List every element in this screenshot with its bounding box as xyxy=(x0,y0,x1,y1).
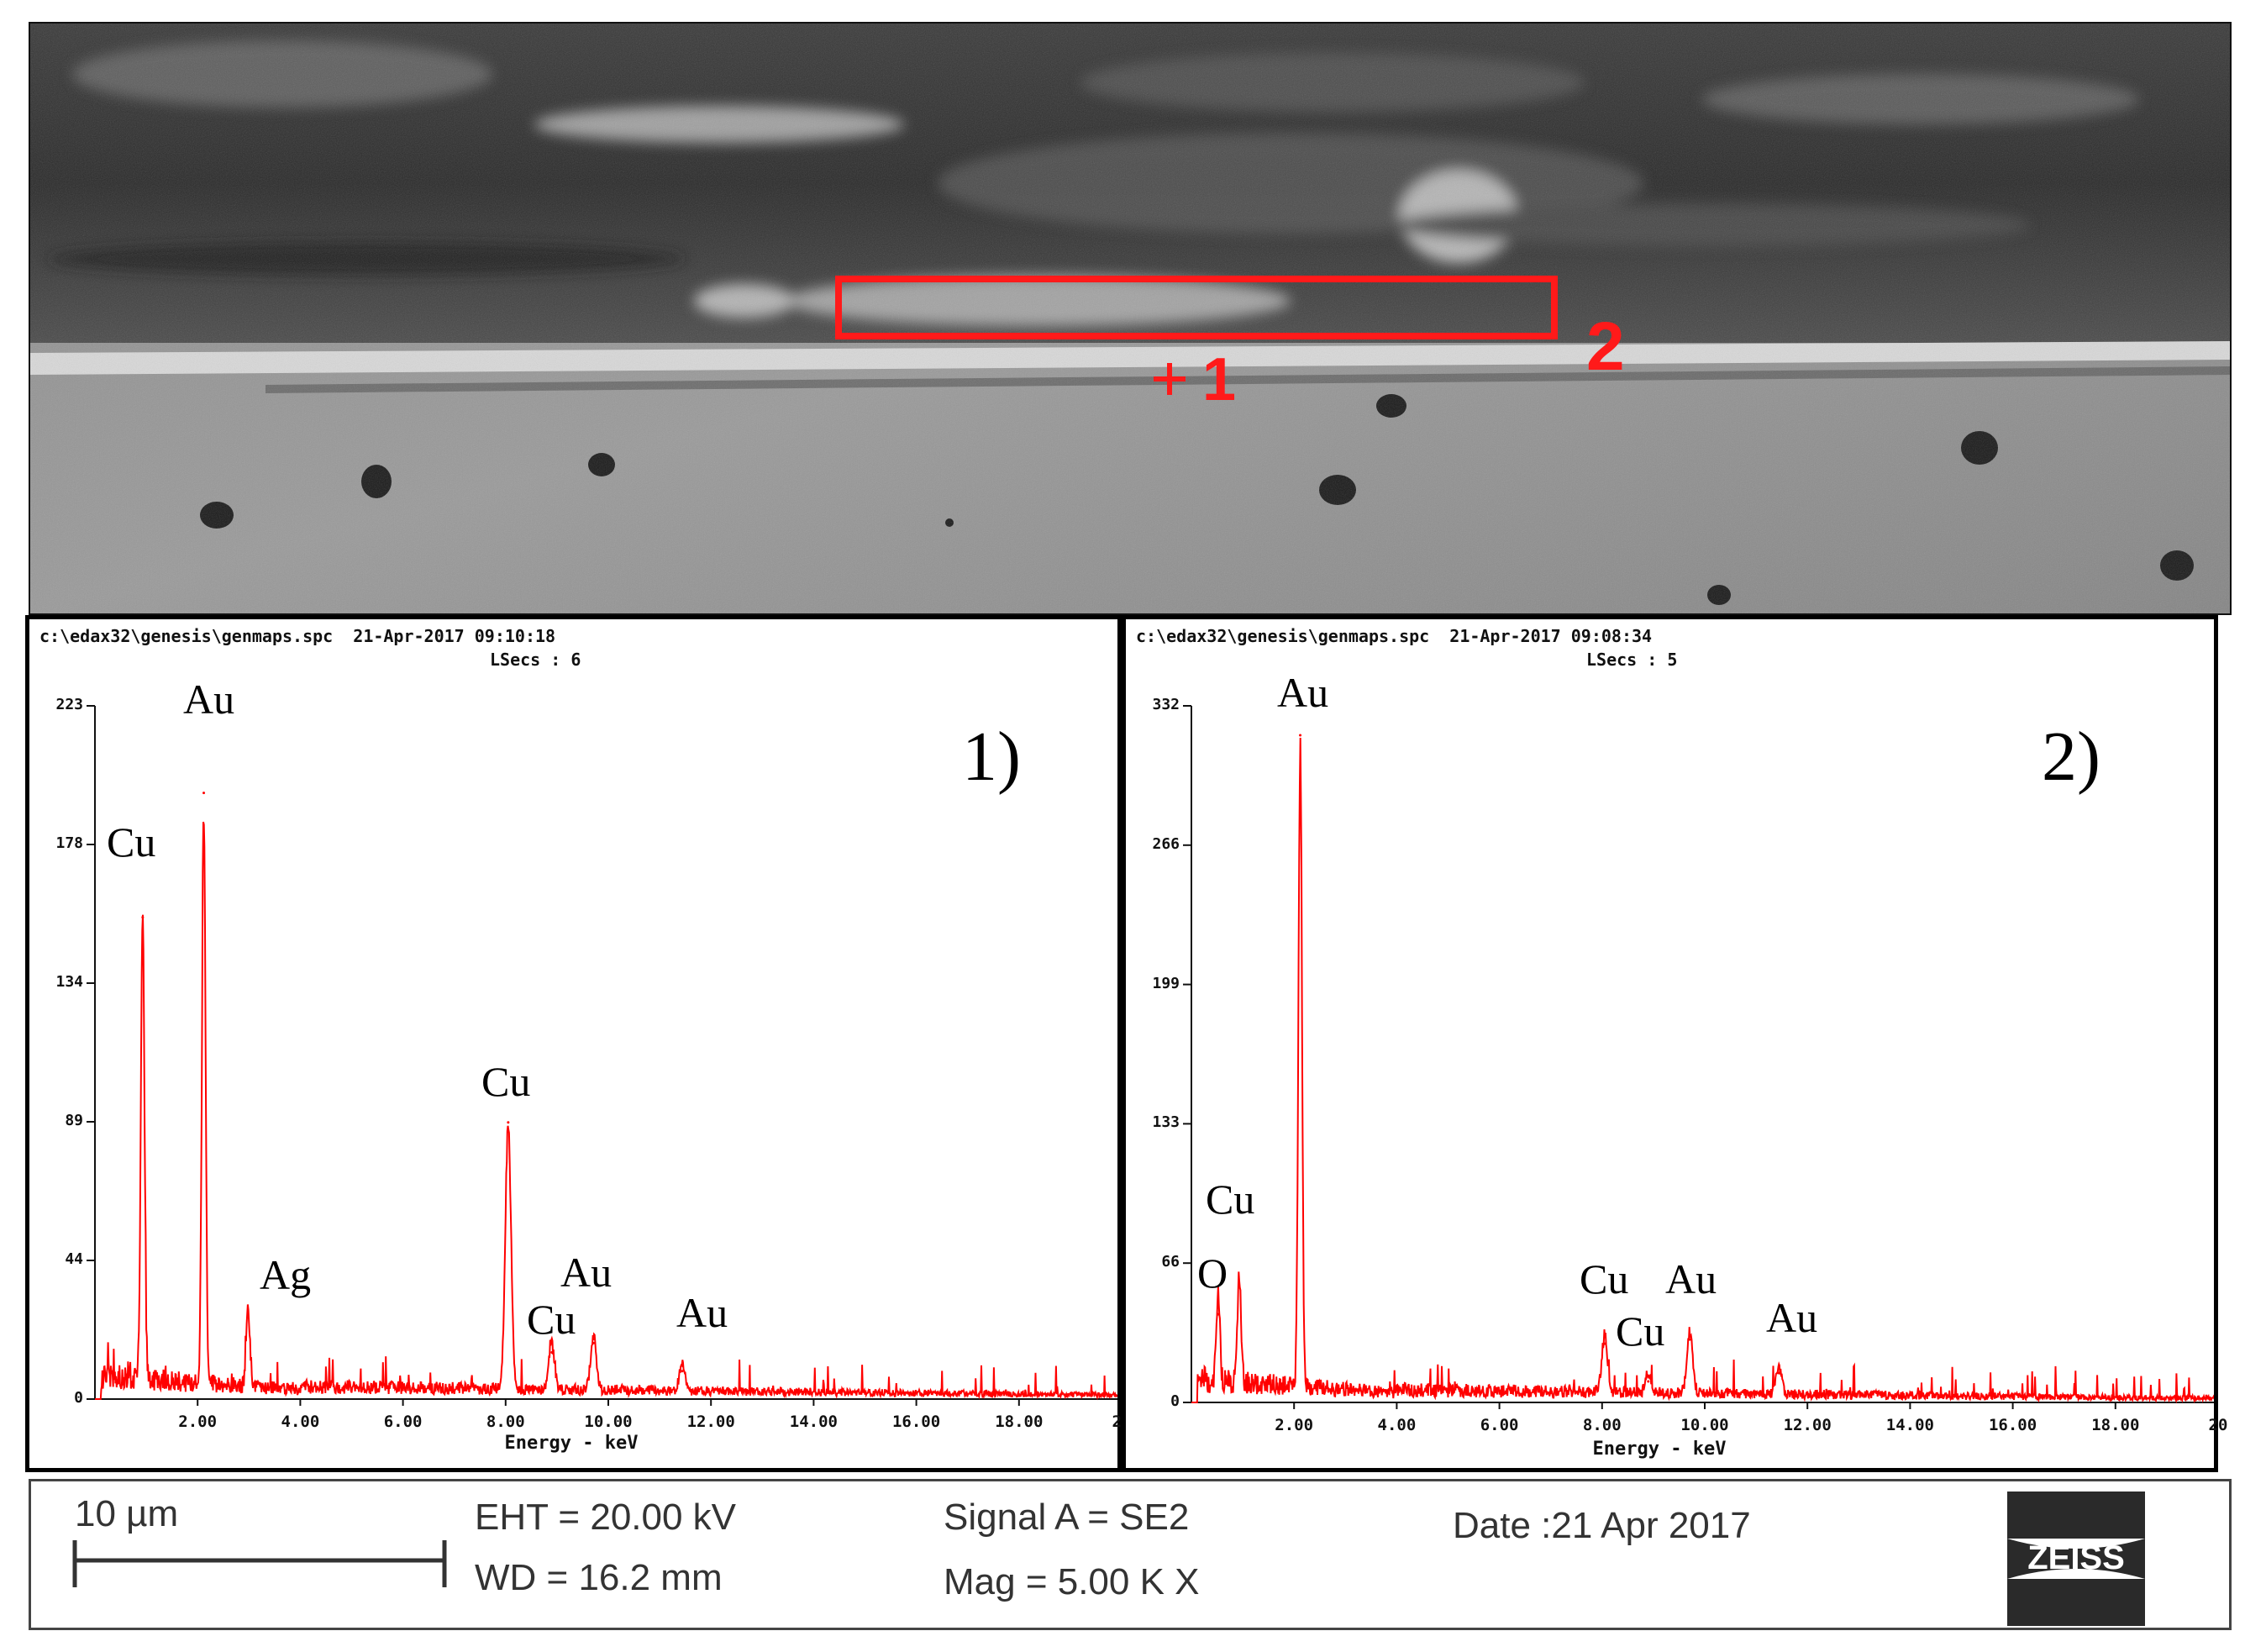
x-tick-label: 16.00 xyxy=(1988,1416,2037,1434)
marker-2-label: 2 xyxy=(1586,308,1625,385)
sem-info-bar: 10 µm EHT = 20.00 kV WD = 16.2 mm Signal… xyxy=(29,1479,2232,1630)
scale-bar-label: 10 µm xyxy=(75,1493,179,1534)
peak-point-au xyxy=(591,1341,595,1344)
peak-point-ag xyxy=(246,1313,250,1317)
x-tick-label: 18.00 xyxy=(2091,1416,2140,1434)
peak-point-cu xyxy=(141,916,145,919)
x-tick-label: 2.00 xyxy=(178,1413,218,1431)
x-tick-label: 14.00 xyxy=(789,1413,838,1431)
spectrum-trace xyxy=(1191,737,2214,1404)
date-value: Date :21 Apr 2017 xyxy=(1453,1505,1751,1546)
peak-point-cu xyxy=(1647,1380,1650,1383)
spectrum-region-rectangle xyxy=(835,276,1558,339)
peak-label-cu: Cu xyxy=(1616,1307,1665,1355)
point-marker-1: 1 xyxy=(1154,346,1236,413)
x-tick-label: 10.00 xyxy=(1680,1416,1729,1434)
peak-label-cu: Cu xyxy=(1206,1176,1255,1223)
scale-bar xyxy=(72,1540,447,1587)
y-tick-label: 89 xyxy=(65,1112,83,1129)
peak-label-au: Au xyxy=(560,1249,613,1296)
peak-label-cu: Cu xyxy=(527,1296,576,1343)
signal-value: Signal A = SE2 xyxy=(944,1497,1190,1538)
y-tick-label: 44 xyxy=(65,1250,83,1268)
x-tick-label: 8.00 xyxy=(1582,1416,1622,1434)
peak-point-au xyxy=(1777,1371,1780,1375)
peak-point-au xyxy=(1299,734,1302,737)
x-tick-label: 4.00 xyxy=(1377,1416,1417,1434)
y-tick-label: 134 xyxy=(55,973,83,991)
peak-point-o xyxy=(1217,1313,1220,1316)
x-tick-label: 14.00 xyxy=(1885,1416,1934,1434)
zeiss-logo-text: ZEISS xyxy=(2027,1539,2125,1576)
x-tick-label: 18.00 xyxy=(995,1413,1044,1431)
peak-point-cu xyxy=(1238,1286,1241,1289)
x-tick-label: 12.00 xyxy=(1783,1416,1832,1434)
peak-point-cu xyxy=(550,1351,554,1355)
peak-label-au: Au xyxy=(1277,669,1329,716)
panel-1-x-axis-label: Energy - keV xyxy=(504,1433,639,1454)
y-tick-label: 66 xyxy=(1161,1253,1180,1271)
peak-point-cu xyxy=(1603,1342,1606,1345)
peak-label-au: Au xyxy=(183,676,235,723)
y-tick-label: 223 xyxy=(55,696,83,713)
panel-1-label: 1) xyxy=(962,718,1021,796)
y-tick-label: 133 xyxy=(1152,1113,1180,1132)
sem-image-svg: 1 2 xyxy=(30,24,2230,613)
panel-2-label: 2) xyxy=(2042,718,2100,796)
x-tick-label: 6.00 xyxy=(383,1413,423,1431)
spectrum-2-plot xyxy=(1183,705,2214,1409)
peak-label-au: Au xyxy=(1665,1255,1717,1302)
spectrum-1-plot xyxy=(87,705,1117,1406)
y-tick-label: 199 xyxy=(1152,974,1180,992)
panel-1-header-lsecs: LSecs : 6 xyxy=(490,650,581,670)
peak-label-cu: Cu xyxy=(1580,1255,1629,1302)
y-tick-label: 266 xyxy=(1152,834,1180,853)
panel-2-header-path: c:\edax32\genesis\genmaps.spc 21-Apr-201… xyxy=(1136,626,1653,646)
x-tick-label: 12.00 xyxy=(686,1413,735,1431)
peak-label-o: O xyxy=(1197,1250,1228,1297)
panel-2-x-axis-label: Energy - keV xyxy=(1592,1439,1727,1460)
sem-micrograph: 1 2 xyxy=(29,22,2232,615)
peak-label-ag: Ag xyxy=(260,1251,312,1298)
spectrum-panel-2: c:\edax32\genesis\genmaps.spc 21-Apr-201… xyxy=(1122,615,2227,1472)
x-tick-label: 8.00 xyxy=(486,1413,525,1431)
x-tick-label: 6.00 xyxy=(1480,1416,1519,1434)
x-tick-label: 16.00 xyxy=(891,1413,941,1431)
marker-1-label: 1 xyxy=(1202,346,1236,413)
x-tick-label: 2.00 xyxy=(1275,1416,1314,1434)
peak-point-au xyxy=(681,1370,684,1373)
peak-label-au: Au xyxy=(1766,1294,1818,1341)
peak-label-cu: Cu xyxy=(481,1058,531,1105)
eht-value: EHT = 20.00 kV xyxy=(475,1497,737,1538)
panel-2-header-lsecs: LSecs : 5 xyxy=(1586,650,1678,670)
y-tick-label: 0 xyxy=(74,1389,83,1407)
zeiss-logo: ZEISS xyxy=(2007,1492,2145,1626)
y-tick-label: 0 xyxy=(1170,1392,1180,1410)
wd-value: WD = 16.2 mm xyxy=(475,1557,723,1598)
mag-value: Mag = 5.00 K X xyxy=(944,1561,1200,1602)
peak-point-au xyxy=(1688,1338,1691,1341)
spectrum-trace xyxy=(95,821,1117,1401)
panel-1-header-path: c:\edax32\genesis\genmaps.spc 21-Apr-201… xyxy=(39,626,556,646)
peak-label-au: Au xyxy=(676,1289,728,1336)
spectrum-panel-1: c:\edax32\genesis\genmaps.spc 21-Apr-201… xyxy=(25,615,1131,1472)
x-tick-label: 10.00 xyxy=(584,1413,633,1431)
x-tick-label: 20 xyxy=(2208,1416,2228,1434)
y-tick-label: 178 xyxy=(55,834,83,852)
x-tick-label: 4.00 xyxy=(281,1413,320,1431)
peak-point-au xyxy=(202,792,206,795)
y-tick-label: 332 xyxy=(1152,696,1180,713)
peak-label-cu: Cu xyxy=(107,818,156,865)
peak-point-cu xyxy=(507,1121,510,1124)
